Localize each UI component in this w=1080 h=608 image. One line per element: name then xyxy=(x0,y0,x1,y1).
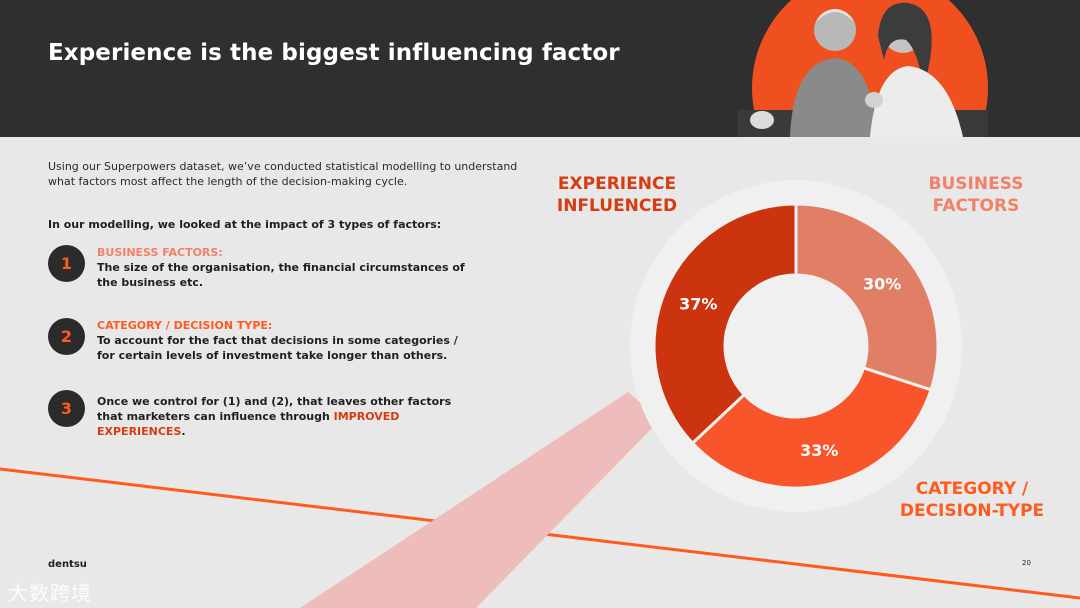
factor-description: To account for the fact that decisions i… xyxy=(97,334,458,362)
factor-text: BUSINESS FACTORS: The size of the organi… xyxy=(97,245,477,290)
number-badge: 2 xyxy=(48,318,85,355)
lead-text: In our modelling, we looked at the impac… xyxy=(48,218,442,231)
factor-description-end: . xyxy=(181,425,186,438)
donut-slice-category xyxy=(690,366,933,490)
number-badge: 1 xyxy=(48,245,85,282)
factor-highlight: IMPROVED EXPERIENCES xyxy=(97,410,400,438)
data-label-category: 33% xyxy=(800,441,838,460)
number-badge: 3 xyxy=(48,390,85,427)
donut-slice-experience xyxy=(652,202,798,446)
donut-slice-business xyxy=(794,202,940,392)
decorative-beam xyxy=(300,392,660,608)
category-label-category: CATEGORY / xyxy=(916,479,1029,499)
brand-logo: dentsu xyxy=(48,559,87,570)
factor-heading: BUSINESS FACTORS: xyxy=(97,246,223,259)
page-number: 20 xyxy=(1022,559,1031,567)
factor-description: The size of the organisation, the financ… xyxy=(97,261,465,289)
factor-text: CATEGORY / DECISION TYPE: To account for… xyxy=(97,318,477,363)
intro-text: Using our Superpowers dataset, we’ve con… xyxy=(48,160,518,188)
category-label-business: FACTORS xyxy=(933,196,1020,216)
factor-heading: CATEGORY / DECISION TYPE: xyxy=(97,319,273,332)
factor-text: Once we control for (1) and (2), that le… xyxy=(97,394,477,439)
people-photo xyxy=(738,0,988,137)
category-label-business: BUSINESS xyxy=(929,174,1024,194)
watermark: 大数跨境 xyxy=(8,581,92,605)
page-title: Experience is the biggest influencing fa… xyxy=(48,40,620,66)
data-label-business: 30% xyxy=(863,274,901,293)
data-label-experience: 37% xyxy=(679,295,717,314)
factor-description: Once we control for (1) and (2), that le… xyxy=(97,395,452,423)
category-label-experience: INFLUENCED xyxy=(557,196,677,216)
category-label-experience: EXPERIENCE xyxy=(558,174,676,194)
header-banner: Experience is the biggest influencing fa… xyxy=(0,0,1080,137)
category-label-category: DECISION-TYPE xyxy=(900,501,1044,521)
